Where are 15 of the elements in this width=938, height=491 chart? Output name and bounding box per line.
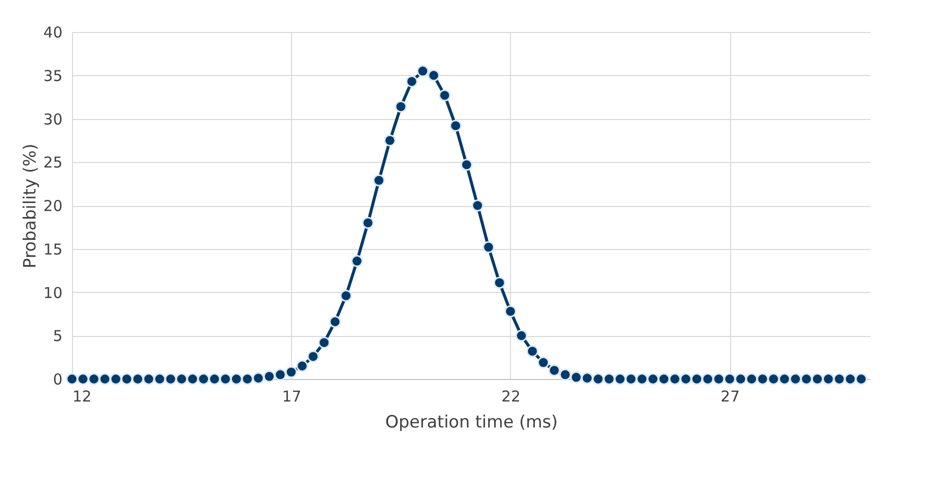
y-tick-label: 25	[43, 154, 62, 172]
x-tick-label: 12	[72, 388, 92, 406]
y-tick-label: 0	[52, 370, 62, 388]
x-axis-title: Operation time (ms)	[385, 412, 558, 432]
y-axis-title: Probability (%)	[20, 144, 40, 268]
y-tick-label: 15	[43, 240, 62, 258]
y-tick-label: 20	[43, 197, 62, 215]
y-tick-label: 35	[43, 66, 62, 85]
y-tick-label: 30	[43, 110, 62, 128]
x-tick-label: 27	[720, 388, 740, 406]
x-tick-label: 22	[501, 388, 521, 406]
y-tick-label: 10	[43, 284, 62, 302]
x-tick-label: 17	[282, 388, 302, 406]
y-tick-label: 40	[43, 24, 62, 42]
y-tick-label: 5	[52, 327, 62, 346]
